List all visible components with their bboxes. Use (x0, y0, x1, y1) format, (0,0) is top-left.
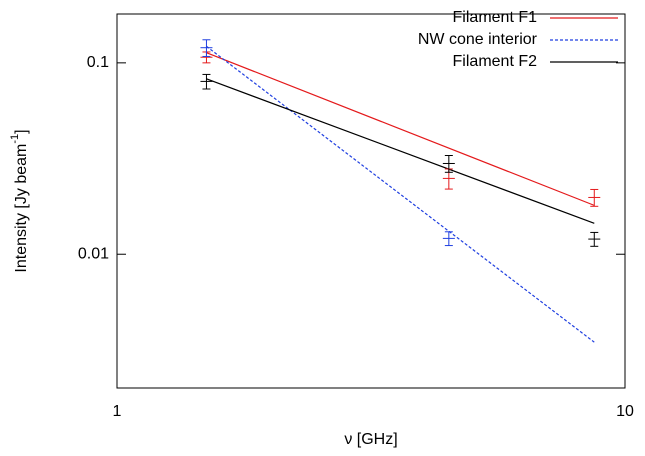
y-axis-label-text: Intensity [Jy beam (13, 144, 30, 273)
y-axis-label-sup: -1 (9, 134, 21, 144)
y-tick-label: 0.01 (78, 245, 109, 262)
fit-line (206, 78, 595, 224)
x-tick-label: 10 (616, 403, 634, 420)
x-axis-label: ν [GHz] (344, 431, 397, 448)
legend-label: NW cone interior (418, 31, 538, 48)
y-axis-label-end: ] (13, 129, 30, 133)
y-tick-label: 0.1 (87, 54, 109, 71)
legend-label: Filament F2 (453, 53, 538, 70)
plot-frame (116, 13, 626, 389)
x-tick-label: 1 (113, 403, 122, 420)
fit-line (206, 52, 595, 206)
legend-label: Filament F1 (453, 9, 538, 26)
fit-line (206, 45, 595, 343)
y-axis-label: Intensity [Jy beam-1] (9, 129, 30, 272)
